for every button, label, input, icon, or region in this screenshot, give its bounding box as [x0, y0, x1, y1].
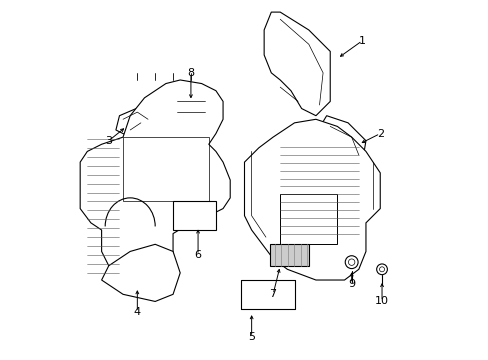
Circle shape: [376, 264, 386, 275]
Circle shape: [379, 267, 384, 272]
Text: 9: 9: [347, 279, 354, 289]
Text: 1: 1: [358, 36, 365, 46]
Circle shape: [348, 259, 354, 265]
Polygon shape: [244, 119, 380, 280]
Text: 7: 7: [269, 289, 276, 299]
Text: 5: 5: [247, 332, 255, 342]
Polygon shape: [269, 244, 308, 266]
Circle shape: [185, 89, 196, 100]
Polygon shape: [116, 105, 155, 137]
Circle shape: [345, 256, 357, 269]
Polygon shape: [280, 194, 337, 244]
Polygon shape: [264, 12, 329, 116]
Text: 2: 2: [376, 129, 383, 139]
Polygon shape: [315, 116, 365, 173]
Text: 10: 10: [374, 296, 388, 306]
Polygon shape: [80, 80, 230, 287]
Text: 6: 6: [194, 250, 201, 260]
Text: 4: 4: [134, 307, 141, 317]
Text: 8: 8: [187, 68, 194, 78]
Text: 3: 3: [105, 136, 112, 146]
FancyBboxPatch shape: [176, 102, 205, 123]
Polygon shape: [102, 244, 180, 301]
Polygon shape: [173, 202, 216, 230]
